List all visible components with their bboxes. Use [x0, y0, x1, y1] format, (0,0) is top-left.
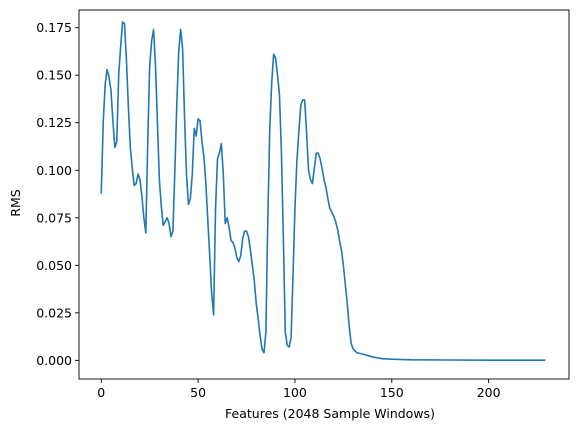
y-tick-label: 0.025 — [36, 305, 72, 320]
x-tick-label: 150 — [380, 385, 404, 400]
y-axis-label: RMS — [8, 189, 23, 216]
y-tick-label: 0.175 — [36, 20, 72, 35]
y-tick-label: 0.075 — [36, 210, 72, 225]
x-axis-label: Features (2048 Sample Windows) — [225, 406, 435, 421]
x-tick-label: 200 — [477, 385, 501, 400]
series-line-0 — [100, 21, 546, 361]
x-tick-label: 0 — [97, 385, 105, 400]
y-tick-label: 0.050 — [36, 258, 72, 273]
y-tick-label: 0.125 — [36, 115, 72, 130]
x-tick-label: 100 — [283, 385, 307, 400]
y-tick-label: 0.100 — [36, 163, 72, 178]
y-tick-label: 0.150 — [36, 68, 72, 83]
plot-frame — [78, 9, 570, 380]
y-tick-label: 0.000 — [36, 353, 72, 368]
x-tick-label: 50 — [190, 385, 206, 400]
